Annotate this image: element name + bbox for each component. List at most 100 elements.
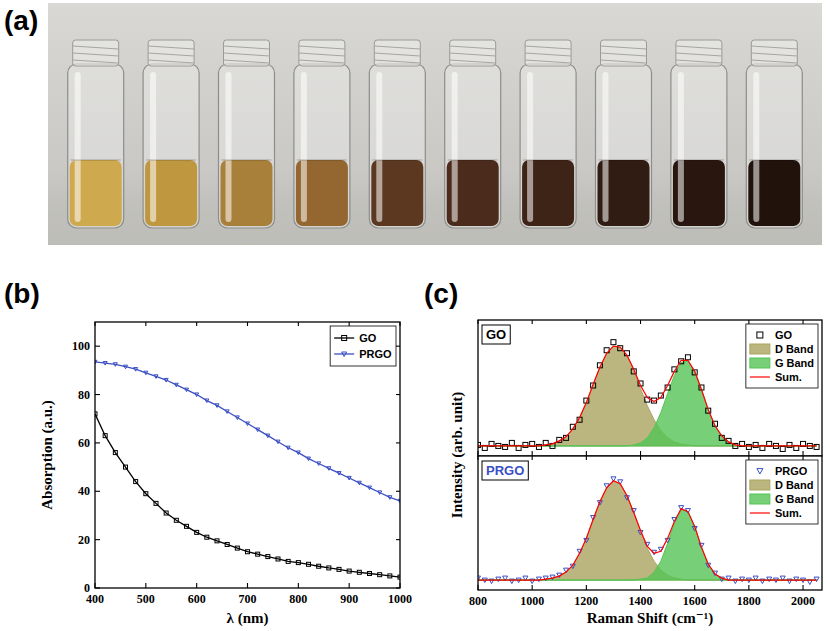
y-tick bbox=[95, 346, 100, 347]
y-tick-label: 60 bbox=[78, 436, 90, 450]
vial-highlight bbox=[603, 72, 609, 222]
x-tick bbox=[477, 456, 478, 460]
x-tick bbox=[748, 456, 749, 460]
x-axis-title: Raman Shift (cm⁻¹) bbox=[587, 610, 714, 627]
vial-thread bbox=[224, 53, 270, 56]
legend-swatch bbox=[334, 353, 354, 354]
marker bbox=[235, 416, 239, 420]
x-tick bbox=[196, 322, 197, 326]
vial bbox=[294, 40, 350, 228]
vial bbox=[68, 40, 124, 228]
x-tick-label: 1400 bbox=[629, 594, 653, 608]
marker bbox=[246, 550, 250, 554]
legend: PRGOD BandG BandSum. bbox=[746, 460, 818, 524]
marker bbox=[185, 388, 189, 392]
legend-label: G Band bbox=[775, 357, 814, 369]
legend-swatch bbox=[750, 512, 770, 513]
legend-swatch bbox=[750, 480, 770, 490]
panel-label: (c) bbox=[424, 278, 458, 309]
photo bbox=[48, 3, 822, 245]
vial-body bbox=[746, 64, 802, 228]
legend-label: Sum. bbox=[775, 507, 802, 519]
vial-thread bbox=[525, 60, 571, 63]
legend-marker bbox=[757, 332, 763, 338]
vial-neck bbox=[299, 40, 345, 66]
marker bbox=[205, 399, 209, 403]
liquid-surface bbox=[71, 160, 121, 161]
vial-thread bbox=[525, 46, 571, 49]
x-tick bbox=[196, 583, 197, 588]
panel-label: (a) bbox=[4, 5, 38, 36]
legend: GOD BandG BandSum. bbox=[746, 324, 818, 388]
marker bbox=[611, 340, 616, 345]
marker bbox=[787, 442, 792, 447]
marker bbox=[780, 446, 785, 451]
y-tick bbox=[396, 491, 400, 492]
marker bbox=[746, 444, 751, 449]
marker bbox=[154, 501, 158, 505]
plot-background bbox=[478, 320, 822, 456]
x-tick bbox=[477, 585, 478, 590]
marker bbox=[317, 462, 321, 466]
marker bbox=[134, 480, 138, 484]
vial-neck bbox=[751, 40, 797, 66]
y-tick bbox=[95, 587, 100, 588]
x-tick-label: 1000 bbox=[520, 594, 544, 608]
legend-label: PRGO bbox=[359, 348, 392, 360]
marker bbox=[276, 440, 280, 444]
x-tick-label: 1800 bbox=[737, 594, 761, 608]
line bbox=[478, 346, 817, 446]
vial-highlight bbox=[226, 72, 232, 222]
x-tick bbox=[532, 585, 533, 590]
x-tick bbox=[298, 322, 299, 326]
x-tick bbox=[694, 585, 695, 590]
liquid-surface bbox=[146, 160, 196, 161]
x-tick-label: 1200 bbox=[574, 594, 598, 608]
y-tick-label: 80 bbox=[78, 388, 90, 402]
vial bbox=[369, 40, 425, 228]
x-tick bbox=[477, 451, 478, 456]
y-tick bbox=[95, 442, 100, 443]
marker bbox=[164, 511, 168, 515]
marker bbox=[246, 422, 250, 426]
marker bbox=[327, 467, 331, 471]
vial-thread bbox=[676, 53, 722, 56]
x-tick bbox=[748, 451, 749, 456]
x-tick bbox=[247, 322, 248, 326]
x-tick bbox=[802, 320, 803, 324]
x-tick bbox=[399, 322, 400, 326]
vial-neck bbox=[224, 40, 270, 66]
marker bbox=[174, 518, 178, 522]
x-tick bbox=[586, 320, 587, 324]
x-tick-label: 800 bbox=[469, 594, 487, 608]
y-axis-title: Absorption (a.u.) bbox=[39, 400, 56, 510]
y-tick bbox=[396, 539, 400, 540]
marker bbox=[225, 542, 229, 546]
marker bbox=[256, 552, 260, 556]
marker bbox=[496, 577, 501, 582]
panel-label: (b) bbox=[4, 278, 40, 309]
liquid-surface bbox=[599, 160, 649, 161]
liquid-surface bbox=[448, 160, 498, 161]
marker bbox=[357, 570, 361, 574]
vial-highlight bbox=[753, 72, 759, 222]
vial bbox=[219, 40, 275, 228]
line bbox=[95, 362, 400, 501]
marker bbox=[205, 535, 209, 539]
x-tick bbox=[802, 456, 803, 460]
legend-swatch bbox=[334, 337, 354, 338]
marker bbox=[307, 562, 311, 566]
title-box bbox=[482, 325, 510, 344]
legend-marker bbox=[342, 336, 347, 341]
legend-label: D Band bbox=[775, 343, 814, 355]
legend-box bbox=[746, 460, 818, 524]
marker bbox=[357, 481, 361, 485]
x-tick bbox=[748, 585, 749, 590]
area bbox=[478, 346, 817, 446]
vial-thread bbox=[224, 46, 270, 49]
marker bbox=[215, 404, 219, 408]
marker bbox=[814, 444, 819, 449]
marker bbox=[286, 559, 290, 563]
vial-thread bbox=[676, 46, 722, 49]
vial-highlight bbox=[75, 72, 81, 222]
